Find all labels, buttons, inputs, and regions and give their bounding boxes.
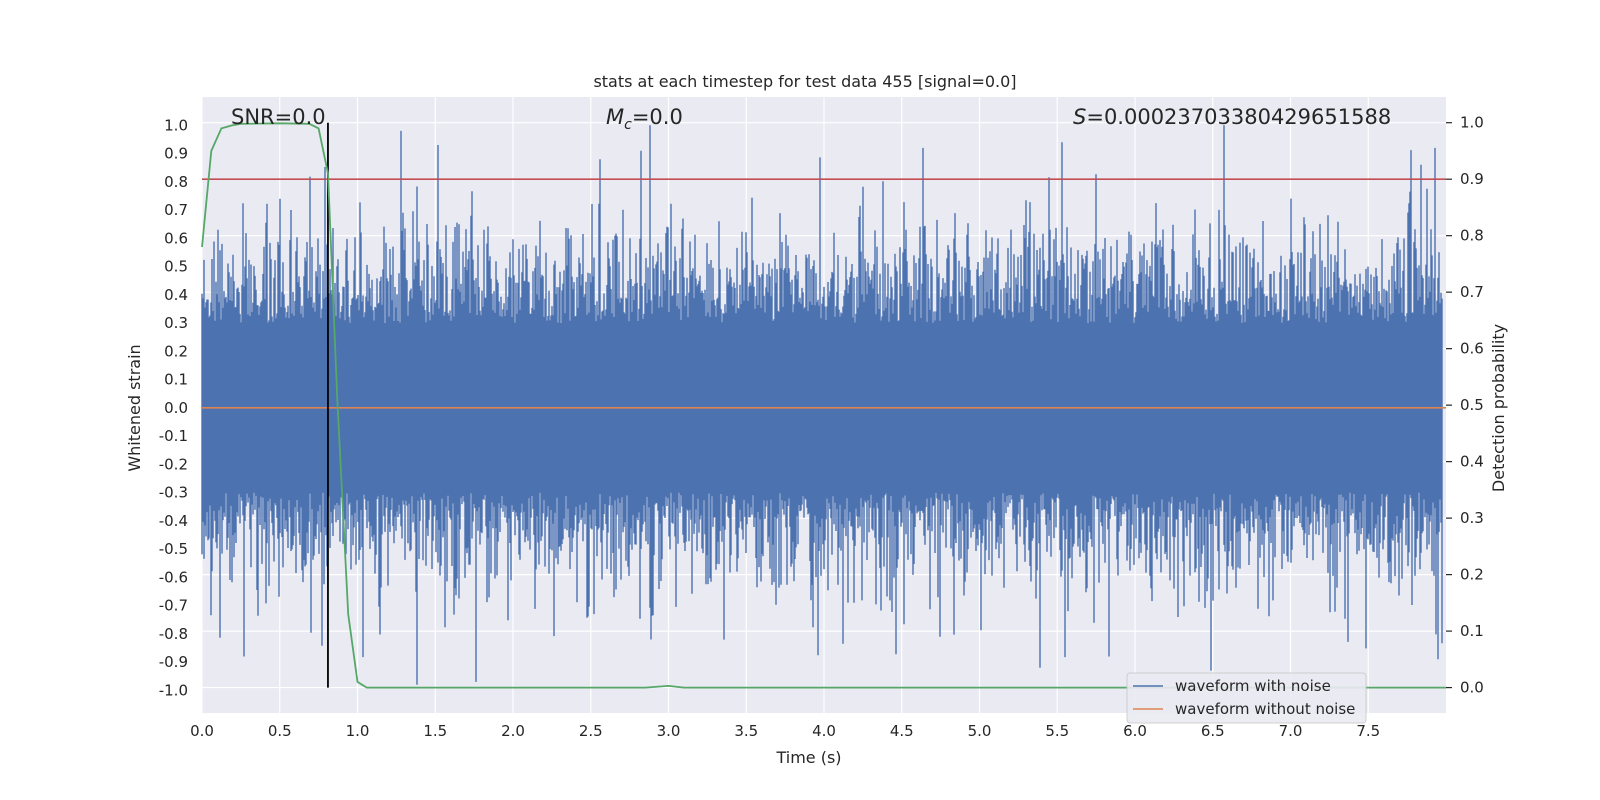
y-left-tick-label: 0.4 xyxy=(164,286,188,304)
y-left-tick-label: -0.8 xyxy=(159,625,188,643)
y-left-tick-label: 0.8 xyxy=(164,173,188,191)
x-tick-label: 7.0 xyxy=(1279,722,1303,740)
y-left-tick-label: 0.6 xyxy=(164,229,188,247)
s-value: =0.00023703380429651588 xyxy=(1086,105,1391,129)
s-symbol: S xyxy=(1073,105,1086,129)
series-detection-probability xyxy=(201,122,1446,689)
x-tick-label: 1.5 xyxy=(423,722,447,740)
mc-value: =0.0 xyxy=(632,105,683,129)
plot-area xyxy=(201,97,1446,713)
y-left-tick-label: -0.2 xyxy=(159,455,188,473)
y-right-axis-ticks: 1.0 0.9 0.8 0.7 0.6 0.5 0.4 0.3 0.2 0.1 0.0 xyxy=(1446,114,1484,697)
y-left-axis-ticks: 1.0 0.9 0.8 0.7 0.6 0.5 0.4 0.3 0.2 0.1 0.0 -0.1 -0.… xyxy=(159,116,188,699)
y-right-tick-label: 0.2 xyxy=(1460,566,1484,584)
y-right-tick-label: 0.4 xyxy=(1460,453,1484,471)
y-right-tick-label: 0.8 xyxy=(1460,227,1484,245)
y-left-tick-label: 0.7 xyxy=(164,201,188,219)
y-left-tick-label: -0.3 xyxy=(159,484,188,502)
y-right-axis-label: Detection probability xyxy=(1489,324,1508,492)
y-left-tick-label: -0.4 xyxy=(159,512,188,530)
y-left-tick-label: -0.9 xyxy=(159,653,188,671)
x-tick-label: 2.0 xyxy=(501,722,525,740)
score-annotation: S=0.00023703380429651588 xyxy=(1073,105,1391,129)
y-left-tick-label: 0.5 xyxy=(164,258,188,276)
y-left-tick-label: -0.1 xyxy=(159,427,188,445)
chart-title: stats at each timestep for test data 455… xyxy=(593,72,1016,91)
y-left-tick-label: 0.2 xyxy=(164,342,188,360)
y-right-tick-label: 0.7 xyxy=(1460,283,1484,301)
y-left-tick-label: -0.6 xyxy=(159,568,188,586)
y-left-tick-label: 0.1 xyxy=(164,371,188,389)
x-tick-label: 4.5 xyxy=(890,722,914,740)
y-left-axis-label: Whitened strain xyxy=(125,344,144,471)
x-tick-label: 5.0 xyxy=(968,722,992,740)
y-right-tick-label: 0.3 xyxy=(1460,509,1484,527)
y-left-tick-label: 0.9 xyxy=(164,145,188,163)
legend-label-waveform-without-noise: waveform without noise xyxy=(1175,700,1355,718)
y-left-tick-label: 1.0 xyxy=(164,116,188,134)
x-tick-label: 0.5 xyxy=(268,722,292,740)
y-right-tick-label: 0.9 xyxy=(1460,170,1484,188)
x-tick-label: 5.5 xyxy=(1045,722,1069,740)
y-left-tick-label: 0.3 xyxy=(164,314,188,332)
y-left-tick-label: -0.5 xyxy=(159,540,188,558)
x-tick-label: 6.0 xyxy=(1123,722,1147,740)
x-axis-ticks: 0.0 0.5 1.0 1.5 2.0 2.5 3.0 3.5 4.0 4.5 5.0 5.5 6.0 6… xyxy=(190,722,1380,740)
y-right-tick-label: 0.6 xyxy=(1460,340,1484,358)
y-left-tick-label: -0.7 xyxy=(159,597,188,615)
mc-subscript: c xyxy=(624,117,632,133)
legend-box xyxy=(1126,672,1367,724)
snr-annotation: SNR=0.0 xyxy=(231,105,326,129)
x-tick-label: 4.0 xyxy=(812,722,836,740)
x-tick-label: 0.0 xyxy=(190,722,214,740)
legend: waveform with noise waveform without noi… xyxy=(1126,672,1367,724)
chirp-mass-annotation: Mc=0.0 xyxy=(606,105,683,133)
y-right-tick-label: 1.0 xyxy=(1460,114,1484,132)
mc-symbol: M xyxy=(606,105,624,129)
y-right-tick-label: 0.5 xyxy=(1460,396,1484,414)
noise-trace xyxy=(201,125,1443,685)
y-right-tick-label: 0.1 xyxy=(1460,622,1484,640)
legend-label-waveform-with-noise: waveform with noise xyxy=(1175,677,1331,695)
y-left-tick-label: -1.0 xyxy=(159,681,188,699)
x-tick-label: 1.0 xyxy=(346,722,370,740)
x-axis-label: Time (s) xyxy=(775,748,841,767)
x-tick-label: 3.5 xyxy=(734,722,758,740)
x-tick-label: 6.5 xyxy=(1201,722,1225,740)
x-tick-label: 2.5 xyxy=(579,722,603,740)
x-tick-label: 3.0 xyxy=(657,722,681,740)
series-waveform-with-noise xyxy=(201,125,1443,685)
x-tick-label: 7.5 xyxy=(1356,722,1380,740)
y-right-tick-label: 0.0 xyxy=(1460,679,1484,697)
y-left-tick-label: 0.0 xyxy=(164,399,188,417)
